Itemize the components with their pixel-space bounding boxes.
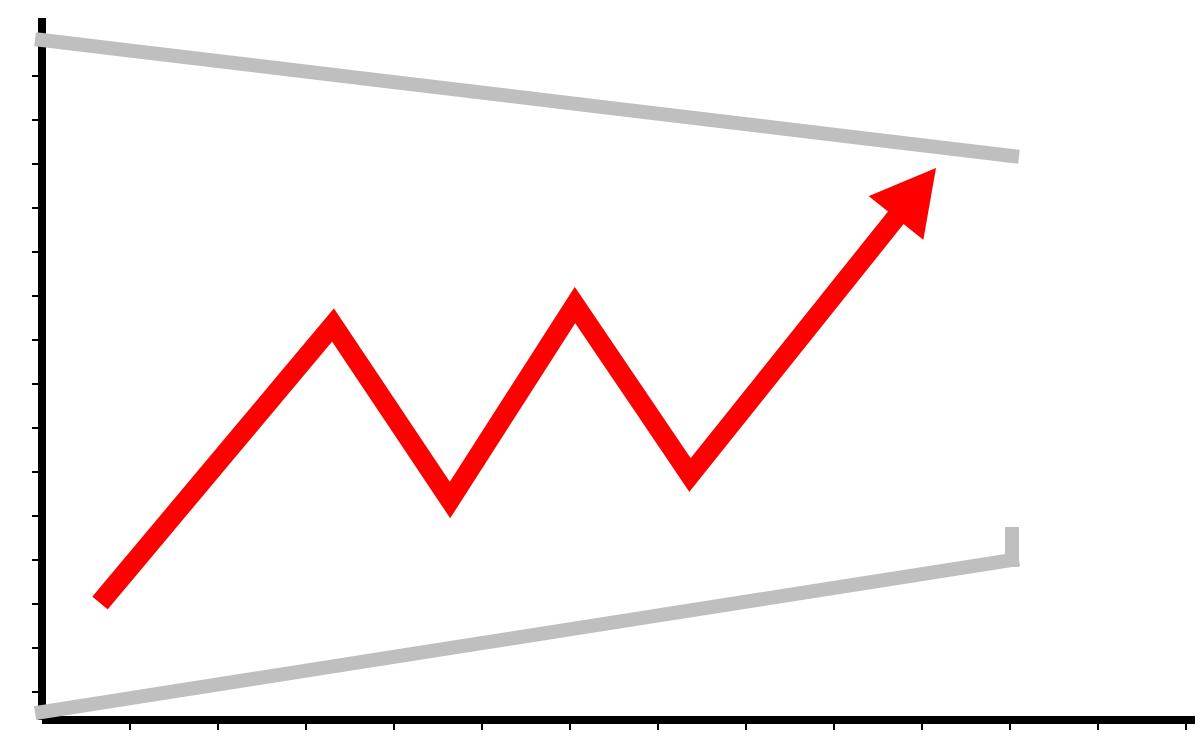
envelope-bottom (42, 560, 1012, 712)
growth-diagram (0, 0, 1200, 746)
envelope-top (42, 40, 1012, 156)
trend-arrow-line (100, 200, 910, 603)
